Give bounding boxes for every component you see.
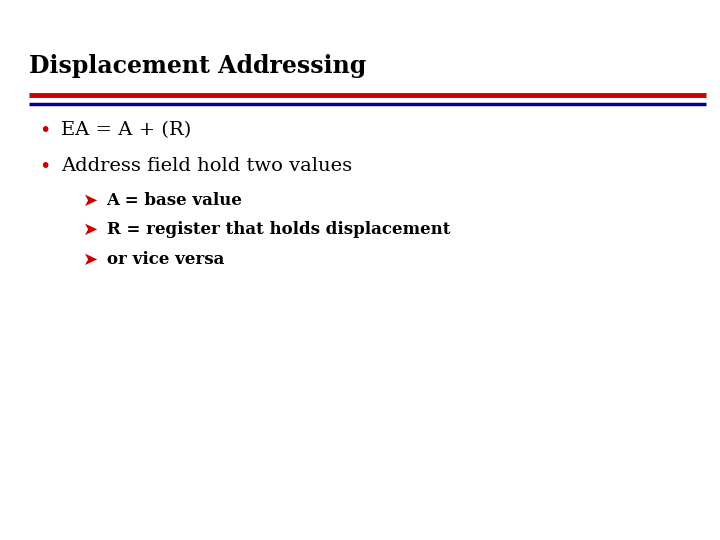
Text: or vice versa: or vice versa xyxy=(107,251,224,268)
Text: Address field hold two values: Address field hold two values xyxy=(61,157,352,174)
Text: ➤: ➤ xyxy=(83,251,98,269)
Text: ➤: ➤ xyxy=(83,192,98,210)
Text: R = register that holds displacement: R = register that holds displacement xyxy=(107,221,450,238)
Text: Displacement Addressing: Displacement Addressing xyxy=(29,54,366,78)
Text: ➤: ➤ xyxy=(83,221,98,239)
Text: •: • xyxy=(40,157,51,176)
Text: A = base value: A = base value xyxy=(107,192,243,208)
Text: EA = A + (R): EA = A + (R) xyxy=(61,122,192,139)
Text: •: • xyxy=(40,122,51,140)
